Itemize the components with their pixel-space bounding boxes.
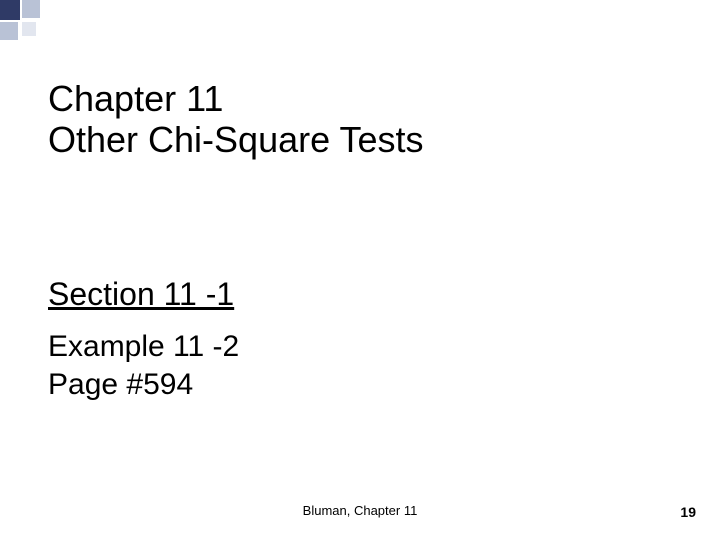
corner-square-3 [22, 22, 36, 36]
title-line-1: Chapter 11 [48, 78, 424, 119]
section-heading: Section 11 -1 [48, 276, 234, 313]
example-label: Example 11 -2 [48, 330, 239, 364]
page-reference: Page #594 [48, 368, 193, 402]
corner-square-1 [22, 0, 40, 18]
slide: Chapter 11 Other Chi-Square Tests Sectio… [0, 0, 720, 540]
footer-text: Bluman, Chapter 11 [0, 503, 720, 518]
corner-square-2 [0, 22, 18, 40]
page-number: 19 [680, 504, 696, 520]
title-line-2: Other Chi-Square Tests [48, 119, 424, 160]
slide-title: Chapter 11 Other Chi-Square Tests [48, 78, 424, 161]
corner-square-0 [0, 0, 20, 20]
